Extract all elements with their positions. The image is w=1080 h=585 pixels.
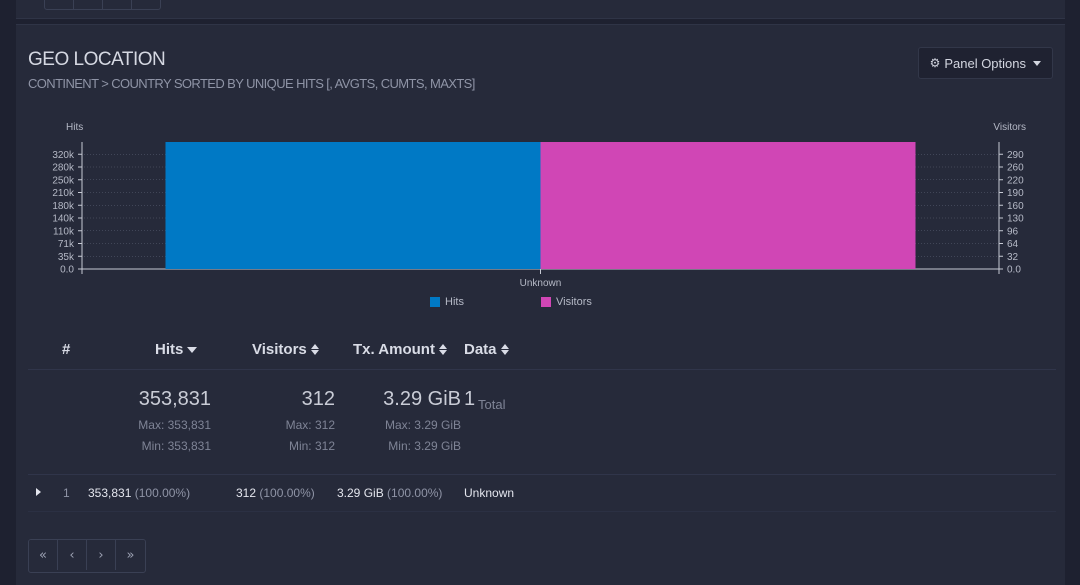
pager-first-button[interactable] [45, 0, 74, 9]
sort-icon [438, 344, 447, 355]
geo-table: # Hits Visitors Tx. Amount Data 353,831 … [28, 331, 1056, 512]
left-tick-label: 280k [52, 163, 75, 174]
legend-visitors[interactable]: Visitors [541, 296, 592, 308]
gear-icon: ⚙ [929, 56, 941, 70]
sort-icon [500, 344, 509, 355]
summary-visitors-max: Max: 312 [285, 418, 335, 432]
chart-legend: Hits Visitors [16, 296, 1065, 310]
bar-visitors [540, 142, 916, 269]
right-tick-label: 160 [1007, 201, 1024, 212]
row-tx-pct: (100.00%) [387, 486, 443, 500]
right-tick-label: 64 [1007, 239, 1019, 250]
pager-last-button[interactable]: » [116, 540, 145, 570]
right-tick-label: 130 [1007, 214, 1024, 225]
right-tick-label: 260 [1007, 163, 1024, 174]
legend-hits-swatch [430, 297, 440, 307]
legend-visitors-label: Visitors [556, 296, 592, 308]
left-tick-label: 35k [58, 252, 75, 263]
geo-location-panel: GEO LOCATION CONTINENT > COUNTRY SORTED … [16, 24, 1065, 585]
pagination: « ‹ › » [28, 539, 146, 573]
sort-icon [310, 344, 319, 355]
summary-total-count: 1 [464, 388, 476, 410]
row-visitors: 312 (100.00%) [236, 486, 315, 500]
summary-hits: 353,831 [138, 388, 211, 410]
th-hits-label: Hits [155, 341, 184, 358]
summary-hits-max: Max: 353,831 [138, 418, 211, 432]
previous-panel-pager [44, 0, 161, 10]
table-row[interactable]: 1 353,831 (100.00%) 312 (100.00%) 3.29 G… [28, 475, 1056, 512]
left-tick-label: 320k [52, 150, 75, 161]
summary-hits-min: Min: 353,831 [141, 439, 211, 453]
sort-desc-icon [187, 346, 198, 353]
summary-visitors-min: Min: 312 [288, 439, 335, 453]
legend-visitors-swatch [541, 297, 551, 307]
summary-tx-max: Max: 3.29 GiB [384, 418, 461, 432]
right-axis-title: Visitors [993, 122, 1026, 133]
pager-prev-button[interactable] [74, 0, 103, 9]
legend-hits[interactable]: Hits [430, 296, 464, 308]
right-tick-label: 0.0 [1007, 265, 1021, 276]
right-tick-label: 96 [1007, 226, 1019, 237]
row-visitors-pct: (100.00%) [259, 486, 315, 500]
pager-next-button[interactable] [103, 0, 132, 9]
left-tick-label: 250k [52, 175, 75, 186]
panel-options-label: Panel Options [944, 55, 1026, 71]
th-tx-amount[interactable]: Tx. Amount [353, 341, 447, 358]
caret-down-icon [1033, 60, 1041, 66]
row-tx-value: 3.29 GiB [337, 486, 384, 500]
right-tick-label: 220 [1007, 175, 1024, 186]
th-hits[interactable]: Hits [155, 341, 198, 358]
th-tx-label: Tx. Amount [353, 341, 435, 358]
th-num: # [62, 341, 70, 358]
summary-visitors: 312 [301, 388, 335, 410]
th-data[interactable]: Data [464, 341, 509, 358]
pager-next-button[interactable]: › [87, 540, 116, 570]
pager-first-button[interactable]: « [29, 540, 58, 570]
left-tick-label: 140k [52, 214, 75, 225]
summary-tx: 3.29 GiB [383, 388, 461, 410]
pager-last-button[interactable] [132, 0, 160, 9]
left-tick-label: 0.0 [60, 265, 74, 276]
table-header: # Hits Visitors Tx. Amount Data [28, 331, 1056, 370]
bar-hits [165, 142, 541, 269]
row-num: 1 [63, 486, 70, 500]
left-tick-label: 110k [53, 226, 75, 237]
row-tx: 3.29 GiB (100.00%) [337, 486, 442, 500]
summary-row: 353,831 Max: 353,831 Min: 353,831 312 Ma… [28, 370, 1056, 475]
panel-options-button[interactable]: ⚙ Panel Options [917, 47, 1053, 79]
th-data-label: Data [464, 341, 497, 358]
th-num-label: # [62, 341, 71, 358]
left-axis-title: Hits [66, 122, 83, 133]
left-tick-label: 210k [52, 188, 75, 199]
panel-title: GEO LOCATION [28, 49, 166, 70]
row-hits: 353,831 (100.00%) [88, 486, 190, 500]
legend-hits-label: Hits [445, 296, 464, 308]
right-tick-label: 32 [1007, 252, 1019, 263]
x-tick-label: Unknown [520, 278, 562, 289]
row-visitors-value: 312 [236, 486, 257, 500]
row-hits-value: 353,831 [88, 486, 132, 500]
previous-panel-bottom [16, 0, 1065, 19]
th-visitors[interactable]: Visitors [252, 341, 319, 358]
row-hits-pct: (100.00%) [134, 486, 191, 500]
left-tick-label: 71k [58, 239, 75, 250]
left-tick-label: 180k [52, 201, 75, 212]
panel-subtitle: CONTINENT > COUNTRY SORTED BY UNIQUE HIT… [28, 76, 475, 91]
expand-caret-icon[interactable] [36, 488, 41, 496]
summary-total-label: Total [478, 397, 506, 412]
geo-chart: 0.0 35k 71k 110k 140k 180k 210k 250k 280k 320k 0.0… [16, 25, 1065, 325]
th-visitors-label: Visitors [252, 341, 307, 358]
row-data: Unknown [464, 486, 515, 500]
summary-tx-min: Min: 3.29 GiB [388, 439, 461, 453]
pager-prev-button[interactable]: ‹ [58, 540, 87, 570]
right-tick-label: 290 [1007, 150, 1024, 161]
right-tick-label: 190 [1007, 188, 1024, 199]
